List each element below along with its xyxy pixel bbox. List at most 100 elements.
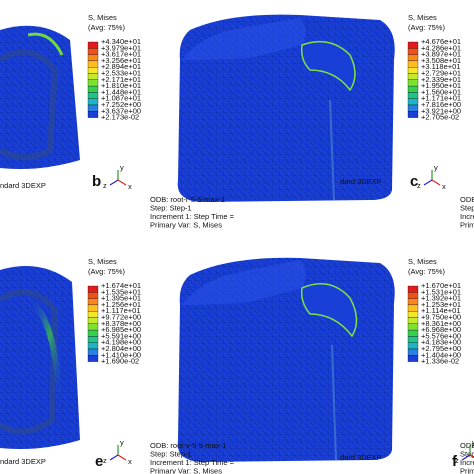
legend-value: +1.950e+01 <box>421 81 461 90</box>
legend-value: +7.252e+00 <box>101 100 141 109</box>
color-swatch <box>87 348 99 356</box>
info-line: Step <box>460 203 474 212</box>
legend-value: +2.705e-02 <box>421 113 459 122</box>
legend-value: +3.897e+01 <box>421 50 461 59</box>
legend-value: +5.591e+00 <box>101 331 141 340</box>
legend-value: +1.531e+01 <box>421 287 461 296</box>
color-swatch <box>407 111 419 118</box>
legend-title: S, Mises <box>408 13 437 22</box>
legend-value: +1.404e+00 <box>421 350 461 359</box>
info-line: Incre <box>460 212 474 221</box>
info-line: ODB: <box>460 195 474 204</box>
legend-value: +3.508e+01 <box>421 56 461 65</box>
legend-subtitle: (Avg: 75%) <box>408 267 445 276</box>
color-swatch <box>87 79 99 87</box>
color-swatch <box>87 54 99 62</box>
legend-value: +1.117e+01 <box>101 306 141 315</box>
triad-label: y <box>120 163 124 172</box>
triad-axis <box>469 454 474 459</box>
color-swatch <box>87 292 99 299</box>
legend-value: +3.979e+01 <box>101 43 141 52</box>
legend-value: +9.750e+00 <box>421 312 461 321</box>
model-top-middle <box>177 14 395 203</box>
color-swatch <box>407 336 419 343</box>
legend-title: S, Mises <box>88 13 117 22</box>
legend-value: +3.921e+00 <box>421 106 461 115</box>
legend-subtitle: (Avg: 75%) <box>88 267 125 276</box>
color-swatch <box>407 298 419 306</box>
color-swatch <box>407 48 419 55</box>
legend-value: +2.804e+00 <box>101 344 141 353</box>
legend-value: +4.340e+01 <box>101 37 141 46</box>
color-swatch <box>407 311 419 318</box>
triad-label: z <box>103 181 107 190</box>
triad-axis <box>461 454 471 461</box>
info-line: Step: Step-1 <box>150 449 192 458</box>
color-swatch <box>407 60 419 68</box>
legend-value: +8.361e+00 <box>421 319 461 328</box>
info-line: ODB: root-v-5-5-max-1 <box>150 441 226 450</box>
legend-value: +1.171e+01 <box>421 94 461 103</box>
info-line: Prim <box>460 466 474 474</box>
color-swatch <box>407 323 419 331</box>
legend-value: +4.183e+00 <box>421 338 461 347</box>
triad-label: z <box>103 456 107 465</box>
legend-value: +1.810e+01 <box>101 81 141 90</box>
color-swatch <box>87 323 99 331</box>
legend-subtitle: (Avg: 75%) <box>408 23 445 32</box>
triad-label: z <box>417 181 421 190</box>
legend-value: +1.535e+01 <box>101 287 141 296</box>
panel-label: c <box>410 173 418 190</box>
legend-value: +2.339e+01 <box>421 75 461 84</box>
color-swatch <box>87 355 99 362</box>
triad-axis <box>109 454 119 461</box>
triad-axis <box>117 179 127 186</box>
color-swatch <box>407 355 419 362</box>
color-swatch <box>407 342 419 350</box>
legend-value: +2.894e+01 <box>101 62 141 71</box>
info-line: Prim <box>460 220 474 229</box>
legend-value: +1.395e+01 <box>101 294 141 303</box>
legend-value: +1.674e+01 <box>101 281 141 290</box>
legend-value: +3.617e+01 <box>101 50 141 59</box>
triad-label: y <box>434 163 438 172</box>
color-swatch <box>407 285 419 293</box>
software-banner: ndard 3DEXP <box>0 181 46 190</box>
color-swatch <box>87 104 99 112</box>
color-swatch <box>407 348 419 356</box>
color-swatch <box>407 104 419 112</box>
triad-axis <box>423 179 433 186</box>
triad-label: y <box>120 438 124 447</box>
legend-value: +1.670e+01 <box>421 281 461 290</box>
legend-title: S, Mises <box>408 257 437 266</box>
model-bottom-left <box>0 266 80 449</box>
legend-value: +1.114e+01 <box>421 306 461 315</box>
color-swatch <box>407 79 419 87</box>
legend-value: +4.676e+01 <box>421 37 461 46</box>
legend-value: +9.772e+00 <box>101 312 141 321</box>
color-swatch <box>87 85 99 93</box>
color-swatch <box>407 98 419 106</box>
legend-value: +1.690e-02 <box>101 357 139 366</box>
color-swatch <box>87 342 99 350</box>
legend-value: +8.378e+00 <box>101 319 141 328</box>
color-swatch <box>87 285 99 293</box>
mesh-models <box>0 14 395 462</box>
legend-value: +2.729e+01 <box>421 68 461 77</box>
legend-value: +1.336e-02 <box>421 357 459 366</box>
model-top-left <box>0 25 80 169</box>
legend-value: +3.118e+01 <box>421 62 461 71</box>
legend-value: +1.256e+01 <box>101 300 141 309</box>
software-banner: dard 3DEXP <box>340 453 382 462</box>
color-swatch <box>87 111 99 118</box>
legend-value: +1.560e+01 <box>421 87 461 96</box>
info-line: Increment 1: Step Time = <box>150 458 235 467</box>
legend-value: +1.087e+01 <box>101 94 141 103</box>
triad-label: x <box>128 457 132 466</box>
triad-axis <box>117 454 127 461</box>
color-swatch <box>407 329 419 337</box>
triad-label: z <box>455 456 459 465</box>
legend-value: +1.253e+01 <box>421 300 461 309</box>
color-swatch <box>87 317 99 324</box>
